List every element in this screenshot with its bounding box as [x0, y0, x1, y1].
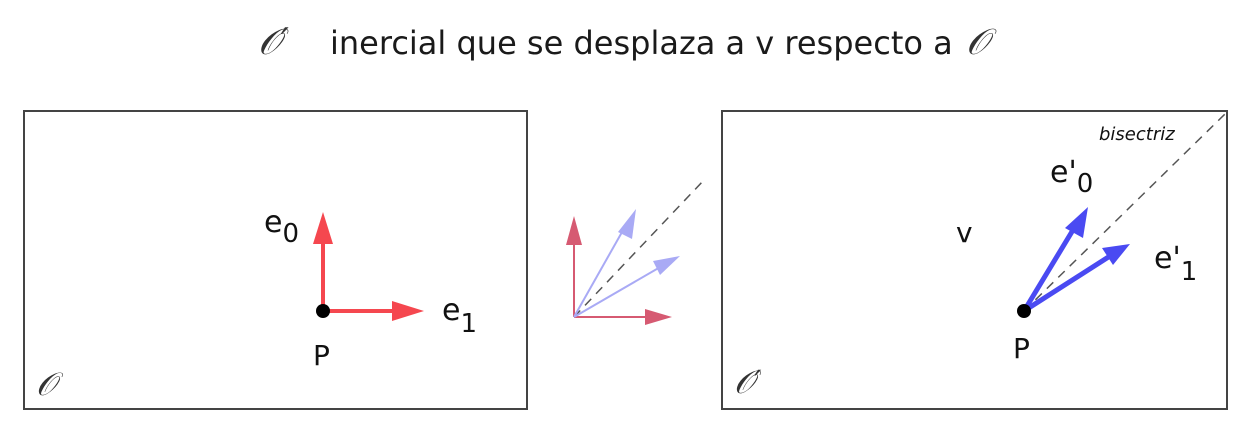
middle-e1p-arrowhead — [653, 256, 680, 275]
title-text: inercial que se desplaza a v respecto a — [330, 24, 953, 62]
middle-e0p-arrowhead — [618, 209, 636, 239]
left-point-p — [316, 304, 330, 318]
right-point-label: P — [1013, 332, 1030, 365]
left-e1-label: e1 — [442, 293, 477, 339]
right-e0p-label: e'0 — [1050, 155, 1093, 199]
middle-e0-arrowhead — [566, 216, 582, 245]
left-frame-box — [23, 110, 528, 410]
left-e0-label: e0 — [264, 205, 299, 249]
left-e1-arrowhead — [392, 301, 424, 321]
right-e1p-arrowhead — [1102, 244, 1130, 265]
middle-e1p-shaft — [573, 265, 663, 318]
right-e0p-shaft — [1021, 223, 1079, 313]
title-frame-symbol: 𝒪 — [966, 22, 989, 63]
right-e1p-label: e'1 — [1154, 241, 1197, 287]
left-point-label: P — [313, 339, 330, 372]
middle-bisector-dashed — [573, 179, 705, 318]
middle-e1-arrowhead — [645, 309, 672, 325]
right-velocity-label: v — [956, 216, 973, 249]
left-frame-label: 𝒪 — [36, 365, 64, 403]
title-frame-primed-symbol: 𝒪′ — [258, 22, 289, 63]
right-frame-box — [721, 110, 1228, 410]
diagram-title: 𝒪′ inercial que se desplaza a v respecto… — [0, 18, 1254, 68]
right-e1p-shaft — [1022, 253, 1112, 314]
right-frame-label: 𝒪′ — [734, 363, 762, 401]
middle-e0p-shaft — [573, 224, 627, 318]
left-e0-arrowhead — [313, 212, 333, 244]
right-e0p-arrowhead — [1065, 207, 1088, 238]
right-point-p — [1017, 304, 1031, 318]
right-bisector-label: bisectriz — [1099, 124, 1175, 145]
